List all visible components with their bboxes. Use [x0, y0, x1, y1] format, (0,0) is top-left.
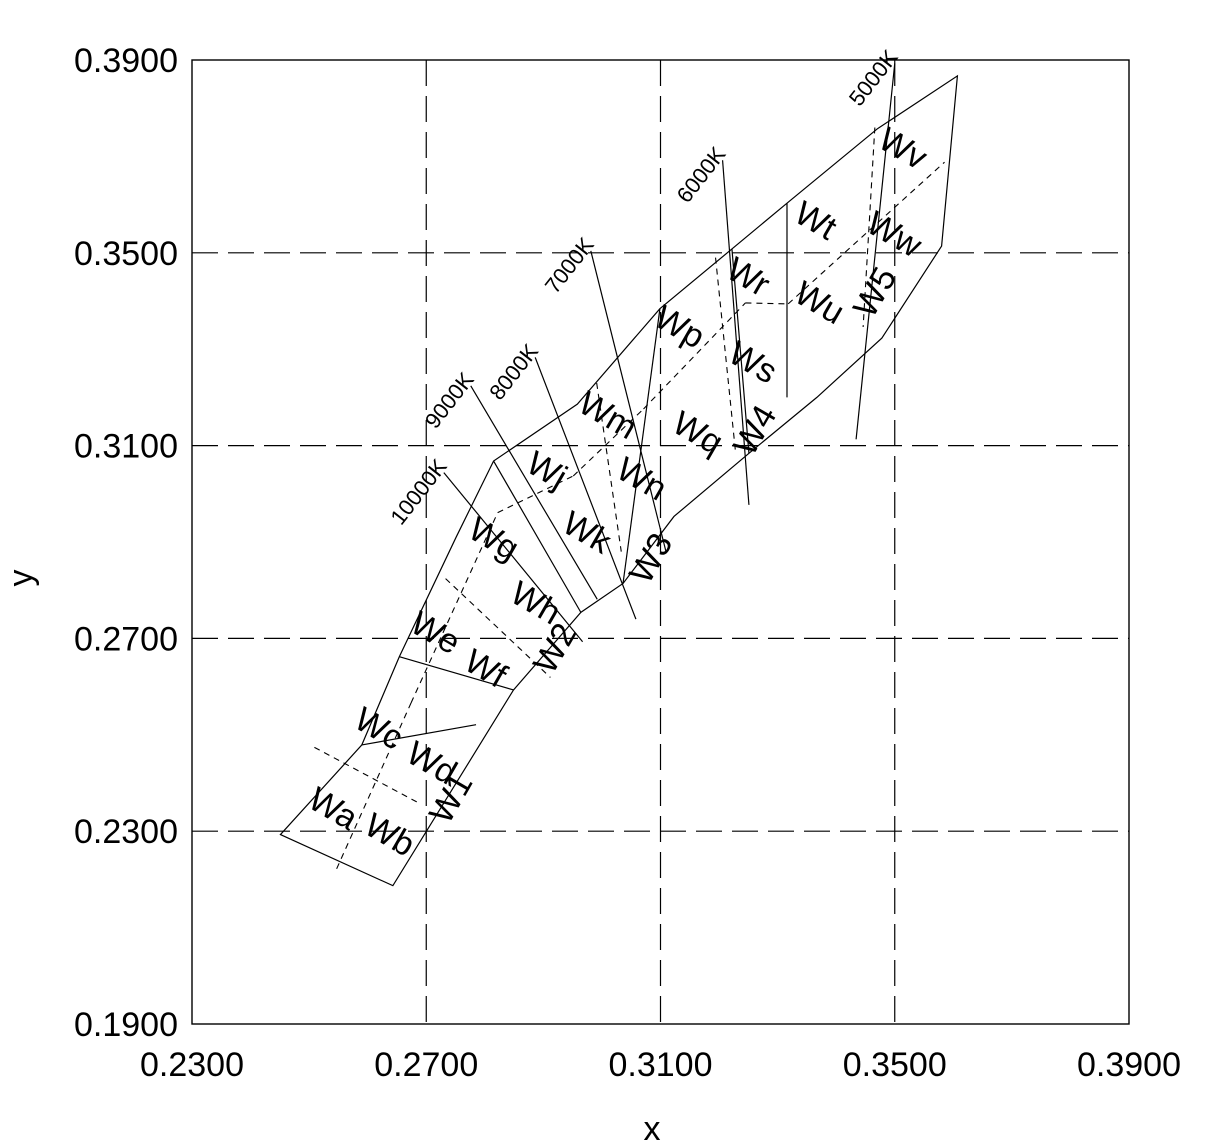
- bin-label: Wu: [788, 274, 851, 332]
- y-tick-label: 0.3500: [74, 235, 178, 273]
- group-boundary: [731, 248, 750, 454]
- group-boundary: [622, 308, 661, 584]
- bin-label: Wt: [788, 194, 843, 248]
- y-tick-label: 0.2300: [74, 813, 178, 851]
- cct-line: [534, 357, 637, 620]
- plot-frame: [191, 59, 1130, 1025]
- grid-layer: [192, 60, 1129, 1024]
- sub-bin-boundary: [445, 578, 551, 678]
- cct-label: 6000K: [672, 142, 731, 208]
- x-tick-label: 0.3900: [1077, 1046, 1181, 1084]
- group-boundary: [399, 656, 514, 691]
- cct-line: [855, 63, 896, 440]
- x-tick-label: 0.2300: [140, 1046, 244, 1084]
- bin-label: Ww: [860, 204, 928, 265]
- bin-label: Wk: [556, 504, 618, 562]
- y-tick-label: 0.3900: [74, 42, 178, 80]
- group-label: W3: [622, 527, 680, 590]
- bin-label: We: [404, 604, 467, 662]
- cct-label: 8000K: [484, 339, 543, 405]
- bin-label: Ws: [722, 334, 784, 391]
- bin-region-outline: [279, 74, 959, 887]
- group-boundary: [361, 724, 477, 746]
- y-tick-label: 0.1900: [74, 1006, 178, 1044]
- group-label: W5: [846, 261, 904, 324]
- y-tick-label: 0.3100: [74, 428, 178, 466]
- x-tick-label: 0.2700: [374, 1046, 478, 1084]
- bin-label: Wc: [348, 700, 410, 757]
- cct-label: 5000K: [844, 45, 903, 111]
- bin-label: Wj: [520, 444, 573, 497]
- sub-bin-boundary: [314, 746, 418, 803]
- bin-label: Wp: [648, 298, 711, 356]
- sub-bin-boundary: [745, 302, 789, 305]
- y-tick-labels: 0.1900 0.2300 0.2700 0.3100 0.3500 0.3900: [74, 42, 178, 1044]
- x-tick-labels: 0.2300 0.2700 0.3100 0.3500 0.3900: [140, 1046, 1181, 1084]
- cct-label: 9000K: [420, 367, 479, 433]
- bin-labels: WaWbWcWdWeWfWgWhWjWkWmWnWpWqWrWsWtWuWvWw…: [302, 120, 934, 864]
- cct-line: [590, 250, 667, 554]
- bin-label: Wq: [666, 404, 729, 462]
- cct-line: [470, 385, 598, 600]
- cct-line: [721, 160, 750, 505]
- x-tick-label: 0.3100: [609, 1046, 713, 1084]
- cct-line: [443, 472, 584, 643]
- x-tick-label: 0.3500: [843, 1046, 947, 1084]
- bin-boundaries: [279, 74, 959, 887]
- bin-label: Wa: [302, 780, 364, 838]
- group-label: W4: [726, 399, 784, 462]
- cct-label: 7000K: [540, 232, 599, 298]
- sub-bin-boundary: [336, 702, 412, 870]
- sub-bin-boundary: [410, 512, 499, 704]
- group-boundary: [493, 460, 582, 613]
- group-label: W2: [526, 617, 584, 680]
- sub-bin-boundary: [787, 161, 945, 305]
- y-axis-title: y: [2, 570, 40, 587]
- sub-bin-boundary: [497, 475, 574, 514]
- sub-bin-boundary: [572, 408, 644, 477]
- cct-label: 10000K: [385, 454, 452, 529]
- bin-label: Wv: [872, 120, 934, 177]
- sub-bin-boundary: [862, 127, 876, 328]
- bin-label: Wm: [572, 384, 643, 447]
- x-axis-title: x: [644, 1110, 661, 1147]
- y-tick-label: 0.2700: [74, 620, 178, 658]
- bin-label: Wn: [610, 450, 673, 508]
- sub-bin-boundary: [643, 302, 746, 410]
- bin-label: Wr: [720, 250, 776, 304]
